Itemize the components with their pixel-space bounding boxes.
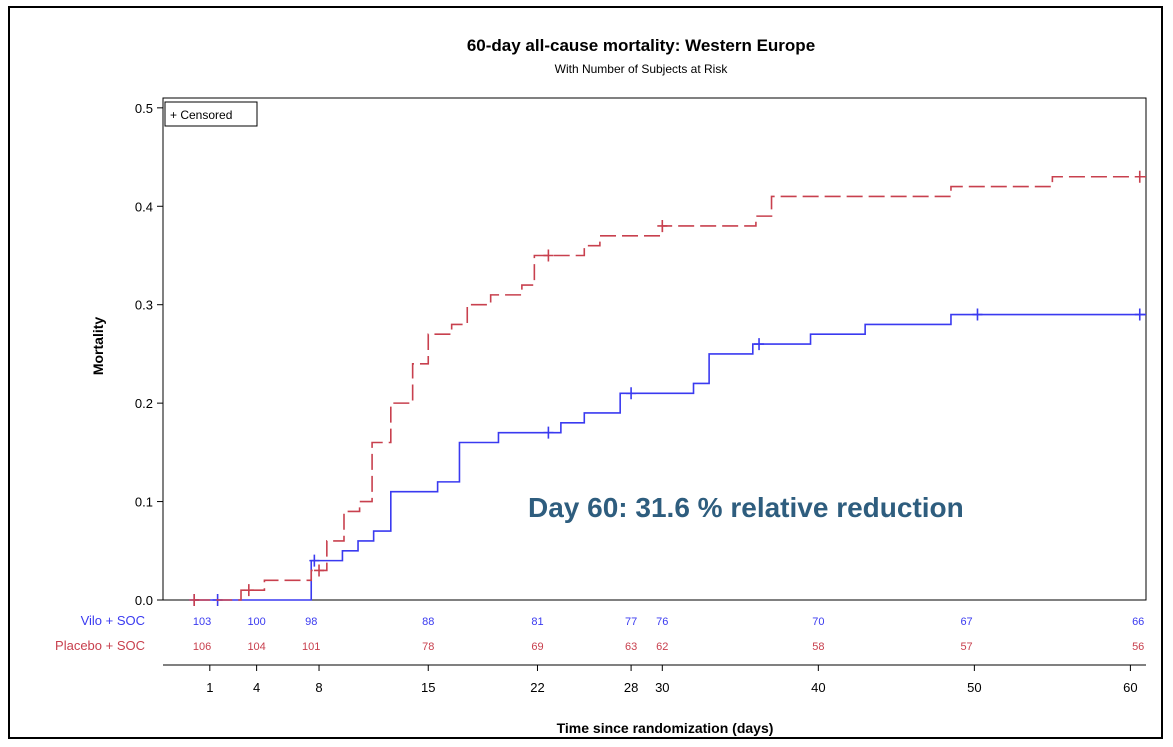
at-risk-count-placebo: 101 <box>302 641 320 653</box>
at-risk-label-placebo: Placebo + SOC <box>55 638 145 653</box>
at-risk-count-vilo: 98 <box>305 616 317 628</box>
y-tick-label: 0.3 <box>135 298 153 313</box>
censored-mark-vilo <box>1134 308 1145 321</box>
at-risk-count-placebo: 56 <box>1132 641 1144 653</box>
x-tick-label: 30 <box>655 680 669 695</box>
at-risk-count-vilo: 88 <box>422 616 434 628</box>
at-risk-count-vilo: 81 <box>531 616 543 628</box>
y-tick-label: 0.0 <box>135 593 153 608</box>
at-risk-count-vilo: 70 <box>812 616 824 628</box>
relative-reduction-annotation: Day 60: 31.6 % relative reduction <box>528 492 964 523</box>
x-tick-label: 15 <box>421 680 435 695</box>
y-tick-label: 0.4 <box>135 199 153 214</box>
legend-box <box>164 101 258 127</box>
at-risk-count-placebo: 62 <box>656 641 668 653</box>
at-risk-count-placebo: 104 <box>247 641 265 653</box>
x-tick-label: 22 <box>530 680 544 695</box>
at-risk-count-placebo: 57 <box>960 641 972 653</box>
x-tick-label: 60 <box>1123 680 1137 695</box>
censored-mark-vilo <box>309 554 320 567</box>
censored-mark-vilo <box>754 338 765 351</box>
y-tick-label: 0.5 <box>135 101 153 116</box>
plot-area <box>162 97 1147 601</box>
at-risk-label-vilo: Vilo + SOC <box>81 613 145 628</box>
censored-mark-placebo <box>657 219 668 232</box>
at-risk-count-placebo: 63 <box>625 641 637 653</box>
chart-title: 60-day all-cause mortality: Western Euro… <box>467 36 815 55</box>
at-risk-count-vilo: 100 <box>247 616 265 628</box>
censored-mark-placebo <box>189 594 200 606</box>
censored-mark-vilo <box>626 387 637 400</box>
at-risk-count-vilo: 66 <box>1132 616 1144 628</box>
censored-mark-placebo <box>1134 170 1145 183</box>
at-risk-count-placebo: 58 <box>812 641 824 653</box>
legend-censored: + Censored <box>170 108 232 122</box>
x-tick-label: 28 <box>624 680 638 695</box>
y-tick-label: 0.1 <box>135 495 153 510</box>
series-line-placebo <box>194 175 1146 601</box>
x-tick-label: 50 <box>967 680 981 695</box>
censored-mark-vilo <box>543 426 554 439</box>
at-risk-count-vilo: 76 <box>656 616 668 628</box>
chart-frame <box>8 6 1163 739</box>
at-risk-count-placebo: 78 <box>422 641 434 653</box>
censored-mark-vilo <box>972 308 983 321</box>
censored-mark-placebo <box>243 584 254 597</box>
at-risk-count-vilo: 77 <box>625 616 637 628</box>
at-risk-count-placebo: 106 <box>193 641 211 653</box>
at-risk-count-vilo: 67 <box>960 616 972 628</box>
censored-mark-placebo <box>314 564 325 577</box>
chart-subtitle: With Number of Subjects at Risk <box>555 62 729 76</box>
y-tick-label: 0.2 <box>135 396 153 411</box>
x-tick-label: 8 <box>315 680 322 695</box>
x-tick-label: 4 <box>253 680 260 695</box>
series-line-vilo <box>194 313 1146 601</box>
at-risk-count-placebo: 69 <box>531 641 543 653</box>
x-tick-label: 40 <box>811 680 825 695</box>
x-tick-label: 1 <box>206 680 213 695</box>
at-risk-count-vilo: 103 <box>193 616 211 628</box>
y-axis-label: Mortality <box>90 317 106 376</box>
x-axis-label: Time since randomization (days) <box>557 720 774 736</box>
censored-mark-placebo <box>543 249 554 262</box>
